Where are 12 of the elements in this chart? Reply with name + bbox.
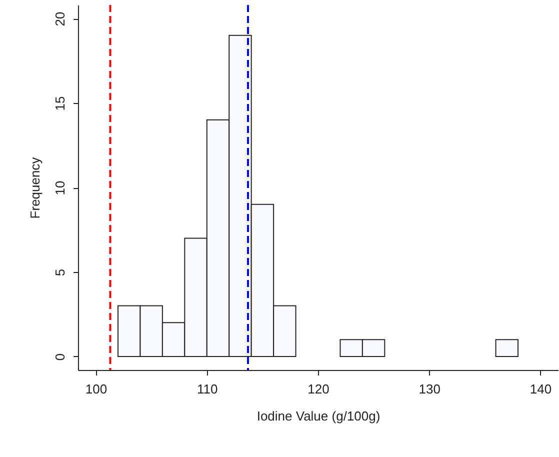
y-tick-label: 5 bbox=[52, 268, 68, 276]
x-tick-label: 130 bbox=[418, 382, 440, 396]
x-tick-label: 110 bbox=[197, 382, 218, 396]
y-tick-label: 15 bbox=[52, 96, 68, 111]
x-tick-label: 140 bbox=[530, 382, 552, 396]
y-tick-label: 0 bbox=[52, 353, 68, 361]
x-axis-title: Iodine Value (g/100g) bbox=[256, 408, 380, 424]
y-tick-label: 10 bbox=[52, 180, 68, 196]
x-tick-label: 120 bbox=[308, 382, 330, 396]
x-tick-label: 100 bbox=[85, 382, 108, 396]
y-tick-label: 20 bbox=[52, 12, 68, 26]
y-axis-title: Frequency bbox=[28, 156, 42, 219]
